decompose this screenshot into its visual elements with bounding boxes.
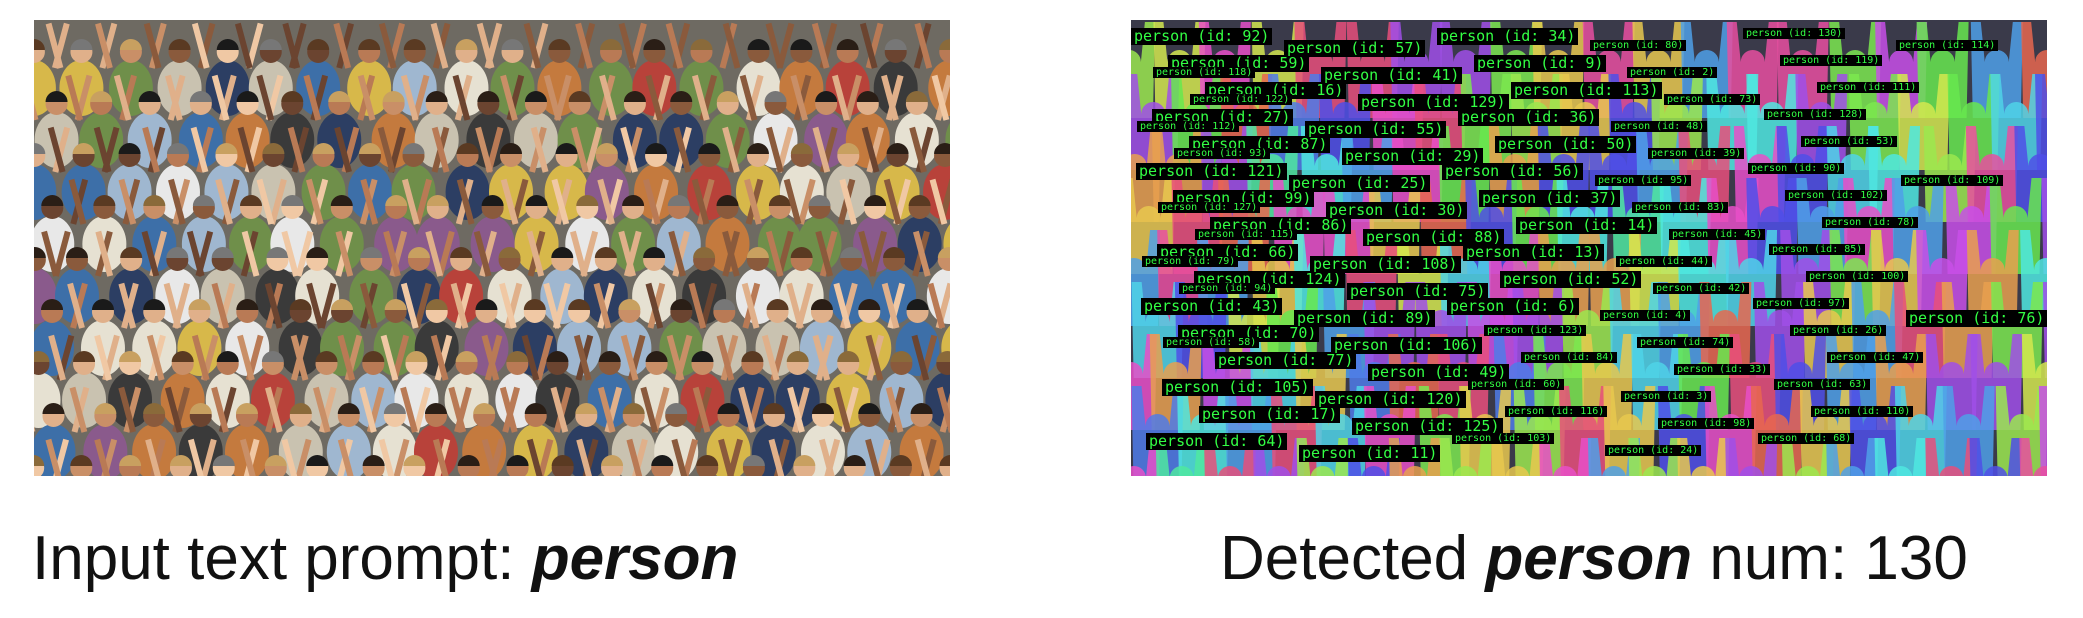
detection-label: person (id: 83) bbox=[1632, 202, 1729, 213]
detection-label: person (id: 78) bbox=[1822, 217, 1919, 228]
detection-label: person (id: 77) bbox=[1215, 352, 1357, 369]
detection-label: person (id: 120) bbox=[1315, 391, 1466, 408]
detection-label: person (id: 76) bbox=[1906, 310, 2047, 327]
detection-label: person (id: 93) bbox=[1174, 148, 1271, 159]
detection-label: person (id: 121) bbox=[1136, 163, 1287, 180]
detection-label: person (id: 105) bbox=[1162, 379, 1313, 396]
detection-label: person (id: 6) bbox=[1447, 298, 1580, 315]
detection-label: person (id: 118) bbox=[1153, 67, 1256, 78]
detection-label: person (id: 29) bbox=[1342, 148, 1484, 165]
detection-count: num: 130 bbox=[1692, 524, 1968, 593]
segmentation-result-image: person (id: 92) person (id: 59) person (id… bbox=[1131, 20, 2047, 476]
input-crowd-image bbox=[34, 20, 950, 476]
detection-label: person (id: 113) bbox=[1511, 82, 1662, 99]
detection-label: person (id: 52) bbox=[1500, 271, 1642, 288]
detection-label: person (id: 64) bbox=[1146, 433, 1288, 450]
detection-label: person (id: 92) bbox=[1131, 28, 1273, 45]
detection-label: person (id: 88) bbox=[1363, 229, 1505, 246]
detection-label: person (id: 47) bbox=[1827, 352, 1924, 363]
detection-label: person (id: 112) bbox=[1137, 121, 1240, 132]
detection-label: person (id: 111) bbox=[1817, 82, 1920, 93]
caption-prefix: Input text prompt: bbox=[32, 524, 532, 593]
detection-label: person (id: 127) bbox=[1158, 202, 1261, 213]
detection-label: person (id: 73) bbox=[1664, 94, 1761, 105]
detection-label: person (id: 128) bbox=[1764, 109, 1867, 120]
crowd-photo bbox=[34, 20, 950, 476]
detection-label: person (id: 44) bbox=[1616, 256, 1713, 267]
detection-label: person (id: 45) bbox=[1669, 229, 1766, 240]
detection-label: person (id: 119) bbox=[1780, 55, 1883, 66]
detection-label: person (id: 33) bbox=[1674, 364, 1771, 375]
input-prompt-caption: Input text prompt: person bbox=[32, 528, 738, 590]
detection-label: person (id: 13) bbox=[1463, 244, 1605, 261]
detection-label: person (id: 116) bbox=[1505, 406, 1608, 417]
detection-label: person (id: 100) bbox=[1806, 271, 1909, 282]
detection-label: person (id: 90) bbox=[1748, 163, 1845, 174]
detection-label: person (id: 63) bbox=[1774, 379, 1871, 390]
detection-label: person (id: 80) bbox=[1590, 40, 1687, 51]
detection-label: person (id: 109) bbox=[1901, 175, 2004, 186]
detection-label: person (id: 55) bbox=[1305, 121, 1447, 138]
detection-label: person (id: 97) bbox=[1753, 298, 1850, 309]
detection-label: person (id: 17) bbox=[1199, 406, 1341, 423]
detection-label: person (id: 115) bbox=[1195, 229, 1298, 240]
detection-label: person (id: 95) bbox=[1595, 175, 1692, 186]
detection-label: person (id: 84) bbox=[1521, 352, 1618, 363]
detection-label: person (id: 106) bbox=[1331, 337, 1482, 354]
detection-label: person (id: 9) bbox=[1474, 55, 1607, 72]
detection-label: person (id: 60) bbox=[1468, 379, 1565, 390]
detection-label: person (id: 102) bbox=[1785, 190, 1888, 201]
detection-label: person (id: 25) bbox=[1289, 175, 1431, 192]
detection-label: person (id: 68) bbox=[1758, 433, 1855, 444]
detection-label: person (id: 123) bbox=[1484, 325, 1587, 336]
detection-label: person (id: 98) bbox=[1658, 418, 1755, 429]
detection-label: person (id: 125) bbox=[1352, 418, 1503, 435]
detection-label: person (id: 74) bbox=[1637, 337, 1734, 348]
detection-label: person (id: 4) bbox=[1600, 310, 1691, 321]
detection-label: person (id: 114) bbox=[1896, 40, 1999, 51]
detection-label: person (id: 43) bbox=[1141, 298, 1283, 315]
detection-label: person (id: 39) bbox=[1648, 148, 1745, 159]
detection-label: person (id: 129) bbox=[1358, 94, 1509, 111]
detection-label: person (id: 34) bbox=[1437, 28, 1579, 45]
detection-label: person (id: 89) bbox=[1294, 310, 1436, 327]
detection-label: person (id: 122) bbox=[1190, 94, 1293, 105]
detection-label: person (id: 58) bbox=[1163, 337, 1260, 348]
detection-label: person (id: 130) bbox=[1743, 28, 1846, 39]
detection-label: person (id: 48) bbox=[1611, 121, 1708, 132]
detection-label: person (id: 103) bbox=[1452, 433, 1555, 444]
detection-label: person (id: 56) bbox=[1442, 163, 1584, 180]
detection-label: person (id: 26) bbox=[1790, 325, 1887, 336]
detection-label: person (id: 2) bbox=[1627, 67, 1718, 78]
detection-label: person (id: 108) bbox=[1310, 256, 1461, 273]
detection-label: person (id: 49) bbox=[1368, 364, 1510, 381]
detection-label: person (id: 3) bbox=[1621, 391, 1712, 402]
detection-label: person (id: 42) bbox=[1653, 283, 1750, 294]
detection-label: person (id: 85) bbox=[1769, 244, 1866, 255]
detection-label: person (id: 110) bbox=[1811, 406, 1914, 417]
detection-label: person (id: 75) bbox=[1347, 283, 1489, 300]
detection-label: person (id: 94) bbox=[1179, 283, 1276, 294]
detection-label: person (id: 57) bbox=[1284, 40, 1426, 57]
detection-label: person (id: 37) bbox=[1479, 190, 1621, 207]
detection-label: person (id: 53) bbox=[1801, 136, 1898, 147]
detection-label: person (id: 24) bbox=[1605, 445, 1702, 456]
detection-label: person (id: 41) bbox=[1321, 67, 1463, 84]
detection-label: person (id: 30) bbox=[1326, 202, 1468, 219]
detection-label: person (id: 36) bbox=[1458, 109, 1600, 126]
detection-label: person (id: 79) bbox=[1142, 256, 1239, 267]
detection-count-caption: Detected person num: 130 bbox=[1220, 528, 1968, 590]
caption-prefix: Detected bbox=[1220, 524, 1486, 593]
detection-label: person (id: 14) bbox=[1516, 217, 1658, 234]
prompt-keyword: person bbox=[531, 524, 739, 593]
detected-keyword: person bbox=[1485, 524, 1693, 593]
detection-label: person (id: 11) bbox=[1299, 445, 1441, 462]
detection-label: person (id: 50) bbox=[1495, 136, 1637, 153]
